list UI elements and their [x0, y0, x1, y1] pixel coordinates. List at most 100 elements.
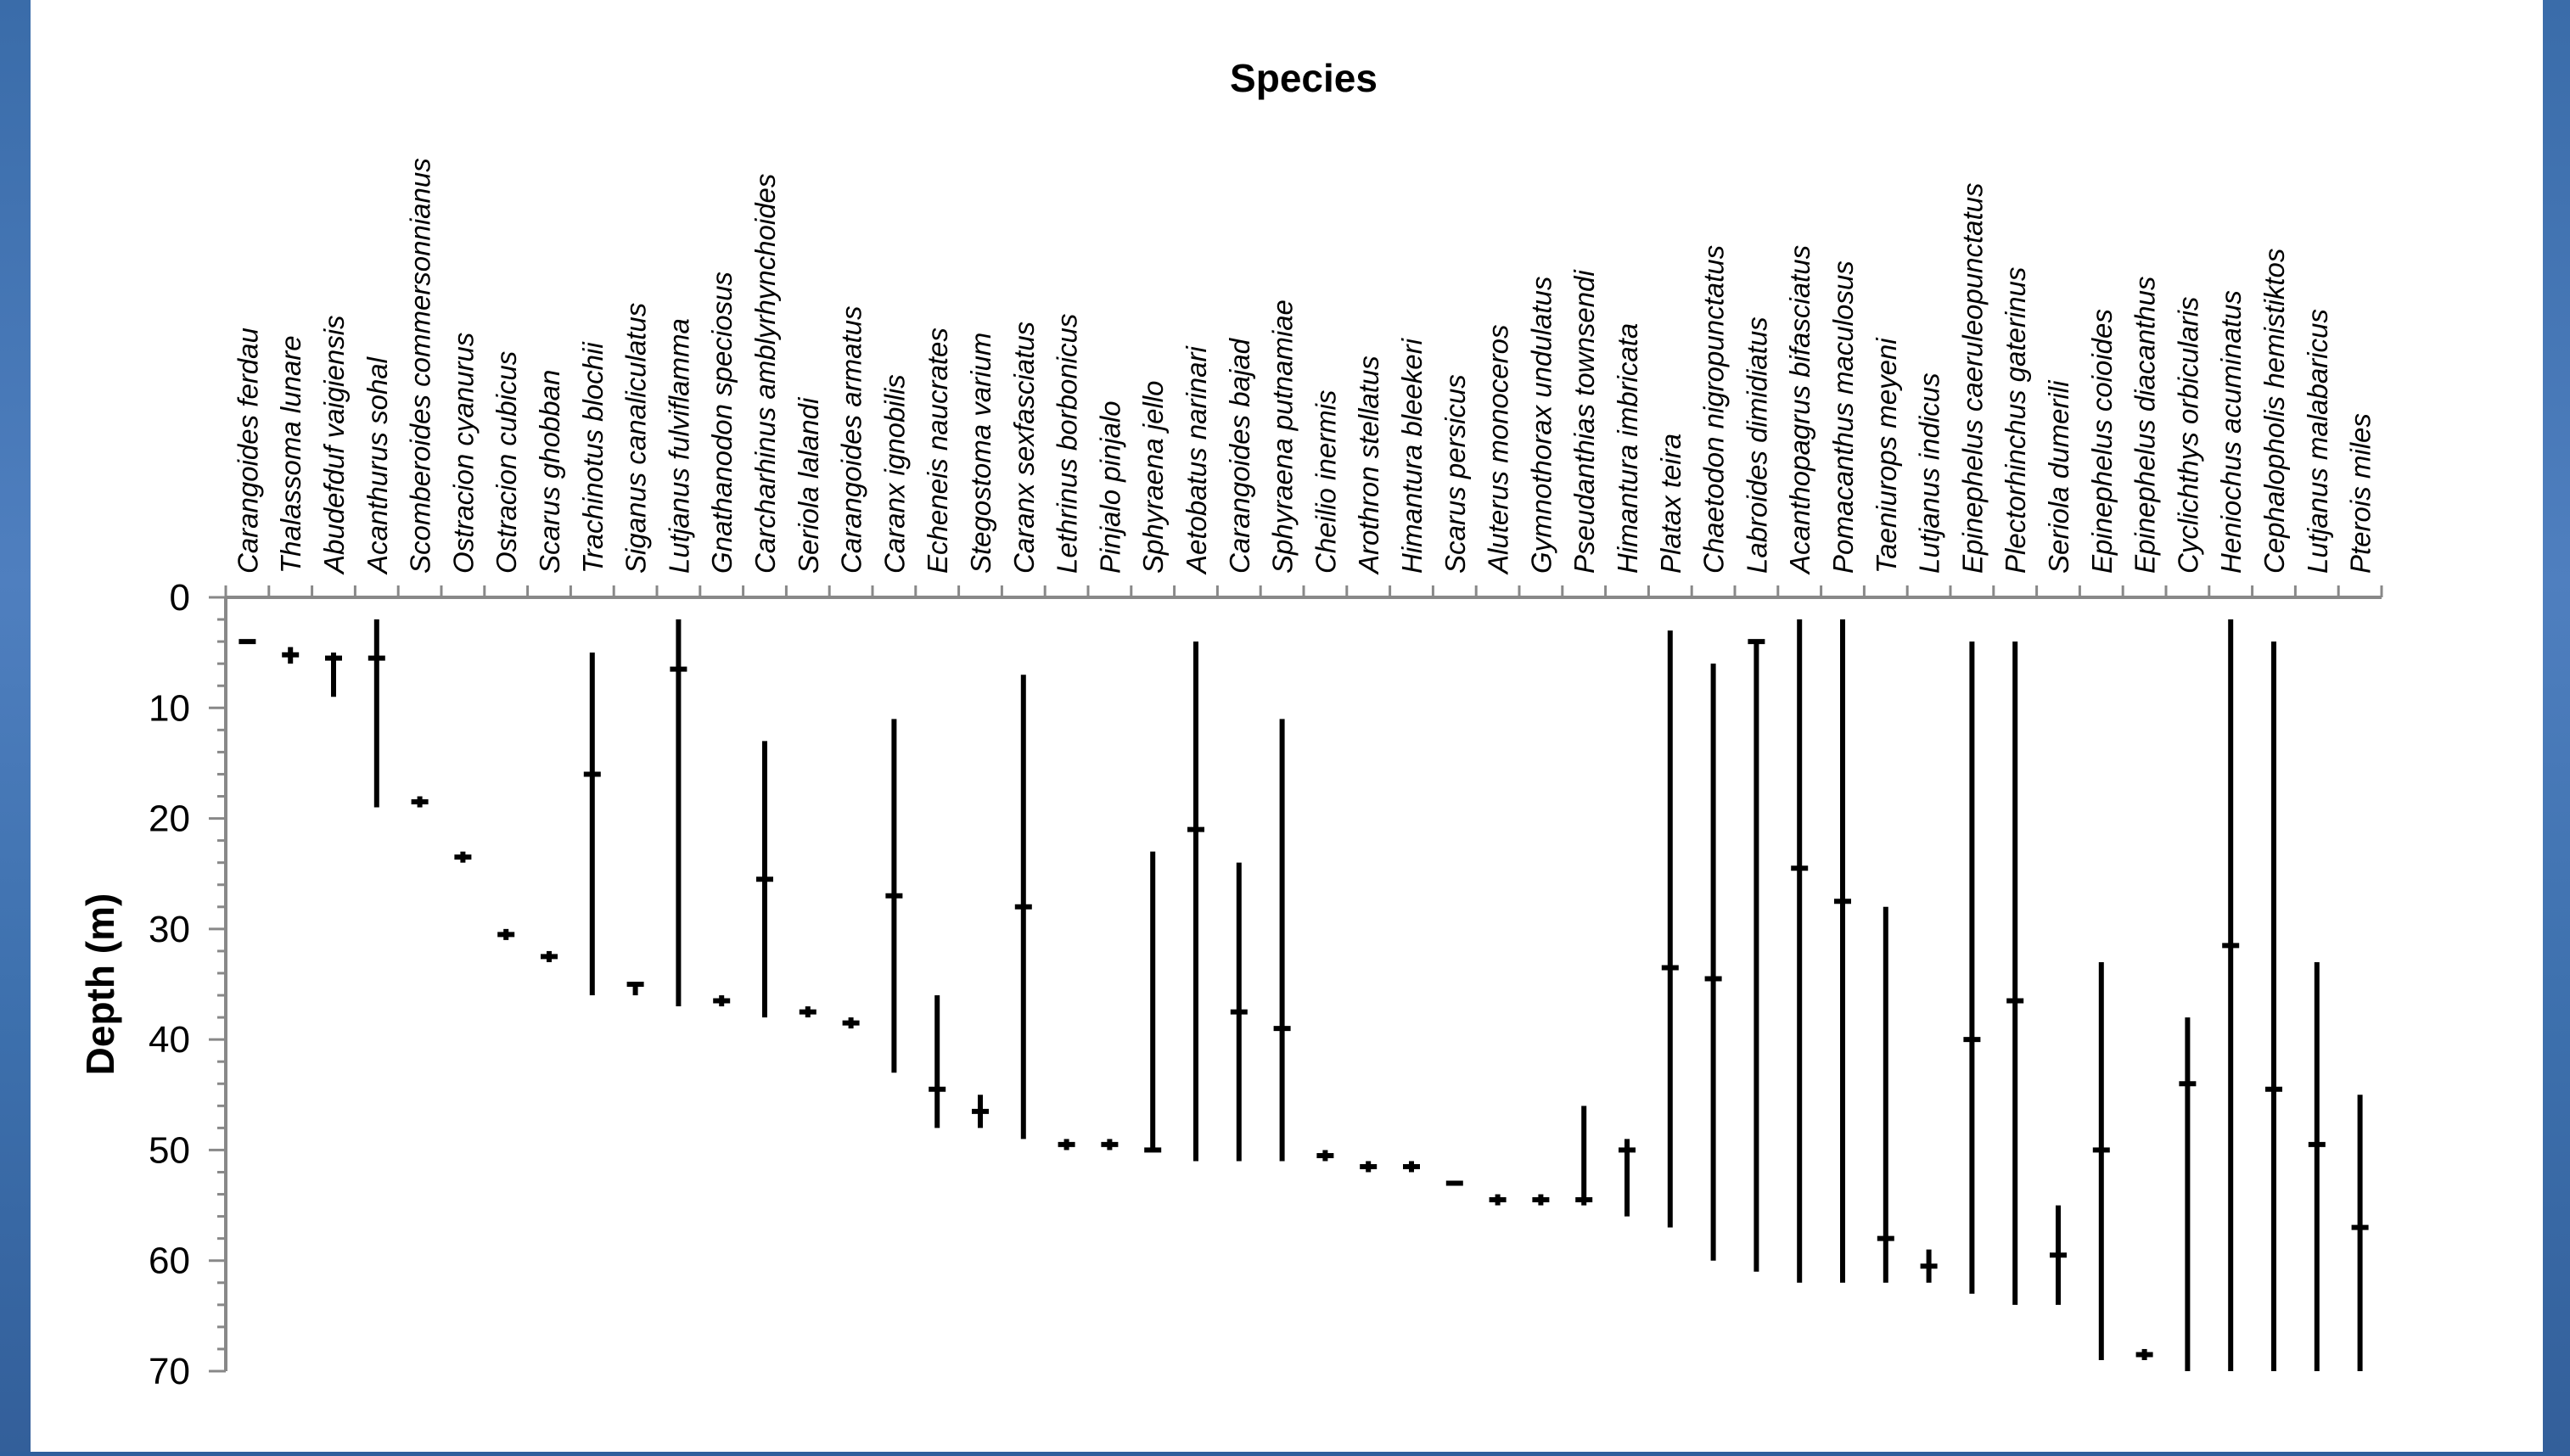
- species-label: Chaetodon nigropunctatus: [1698, 245, 1730, 574]
- species-range: [756, 741, 773, 1018]
- species-label: Plectorhinchus gaterinus: [2000, 267, 2031, 574]
- species-range: [1575, 1106, 1593, 1206]
- species-range: [1532, 1194, 1550, 1206]
- species-range: [583, 652, 601, 996]
- species-range: [1920, 1249, 1938, 1283]
- species-label: Carangoides ferdau: [232, 328, 263, 574]
- species-range: [1791, 619, 1809, 1283]
- species-label: Lutjanus fulviflamma: [663, 318, 694, 574]
- species-label: Acanthopagrus bifasciatus: [1784, 245, 1815, 575]
- species-range: [2135, 1348, 2153, 1360]
- species-range: [2006, 641, 2024, 1305]
- species-label: Pterois miles: [2345, 413, 2376, 574]
- species-range: [2050, 1205, 2067, 1305]
- species-range: [1403, 1161, 1420, 1173]
- species-label: Echeneis naucrates: [922, 328, 953, 574]
- species-label: Pseudanthias townsendi: [1568, 269, 1600, 574]
- species-label: Lutjanus indicus: [1914, 372, 1945, 574]
- species-range: [1834, 619, 1851, 1283]
- species-label: Ostracion cyanurus: [447, 333, 479, 574]
- species-range: [2351, 1095, 2369, 1371]
- y-tick-label: 30: [149, 909, 190, 950]
- species-range: [626, 982, 644, 996]
- y-axis-label: Depth (m): [78, 893, 122, 1076]
- species-label: Platax teira: [1655, 434, 1686, 574]
- species-range: [454, 851, 472, 863]
- species-label: Pinjalo pinjalo: [1094, 400, 1125, 574]
- species-label: Sphyraena jello: [1137, 381, 1169, 574]
- species-labels: Carangoides ferdau Thalassoma lunare Abude…: [232, 158, 2376, 575]
- right-background-strip: [2543, 0, 2570, 1452]
- species-label: Gnathanodon speciosus: [706, 272, 738, 574]
- species-range: [1316, 1150, 1334, 1162]
- species-range: [1963, 641, 1981, 1294]
- species-label: Caranx sexfasciatus: [1008, 322, 1040, 574]
- y-tick-label: 40: [149, 1019, 190, 1061]
- species-range: [972, 1095, 989, 1128]
- species-range: [1489, 1194, 1507, 1206]
- species-label: Epinephelus diacanthus: [2130, 277, 2161, 574]
- species-range: [325, 652, 342, 697]
- y-tick-label: 10: [149, 687, 190, 729]
- species-range: [282, 647, 300, 664]
- species-label: Scomberoides commersonnianus: [405, 158, 436, 574]
- species-label: Siganus canaliculatus: [620, 303, 652, 574]
- species-label: Cyclichthys orbicularis: [2172, 297, 2203, 574]
- species-label: Carcharhinus amblyrhynchoides: [749, 174, 781, 574]
- y-tick-label: 0: [170, 577, 190, 619]
- species-label: Himantura bleekeri: [1396, 337, 1428, 574]
- species-label: Heniochus acuminatus: [2215, 290, 2247, 574]
- species-label: Gymnothorax undulatus: [1525, 277, 1557, 574]
- species-range: [1230, 862, 1248, 1162]
- species-range: [368, 619, 385, 808]
- species-label: Lutjanus malabaricus: [2302, 309, 2333, 574]
- species-label: Stegostoma varium: [965, 333, 996, 574]
- y-tick-label: 70: [149, 1351, 190, 1392]
- species-range: [1144, 851, 1162, 1153]
- species-label: Trachinotus blochii: [577, 341, 609, 574]
- species-label: Taeniurops meyeni: [1871, 337, 1902, 574]
- species-range: [1273, 719, 1291, 1162]
- species-label: Thalassoma lunare: [275, 335, 306, 574]
- axes: [209, 585, 2383, 1373]
- species-range: [1619, 1139, 1636, 1217]
- species-range: [885, 719, 903, 1073]
- species-range: [1101, 1139, 1119, 1151]
- y-tick-label: 20: [149, 798, 190, 840]
- species-label: Aluterus monoceros: [1483, 325, 1514, 575]
- depth-range-chart: Species Depth (m) 0 10 20 30 40 50 60 70 Carang…: [78, 56, 2383, 1392]
- species-range: [497, 928, 515, 940]
- species-range: [411, 796, 429, 808]
- species-label: Himantura imbricata: [1612, 323, 1643, 574]
- species-range: [1704, 664, 1722, 1261]
- species-label: Carangoides armatus: [836, 306, 867, 574]
- species-label: Carangoides bajad: [1224, 337, 1255, 574]
- species-label: Pomacanthus maculosus: [1827, 260, 1859, 574]
- species-label: Scarus ghobban: [534, 370, 565, 574]
- species-label: Ostracion cubicus: [491, 351, 522, 574]
- species-range: [1877, 906, 1894, 1283]
- species-range: [842, 1017, 860, 1029]
- species-label: Abudefduf vaigiensis: [318, 315, 350, 575]
- species-range: [713, 995, 731, 1007]
- left-background-strip: [0, 0, 31, 1452]
- species-label: Cephalopholis hemistiktos: [2259, 249, 2290, 574]
- chart-panel: Species Depth (m) 0 10 20 30 40 50 60 70 Carang…: [31, 0, 2543, 1452]
- depth-range-bars: [238, 619, 2369, 1371]
- chart-title: Species: [1230, 56, 1378, 100]
- species-label: Arothron stellatus: [1353, 356, 1384, 575]
- species-range: [2308, 961, 2326, 1371]
- species-label: Aetobatus narinari: [1181, 344, 1212, 575]
- species-range: [1058, 1139, 1075, 1151]
- species-label: Labroides dimidiatus: [1741, 316, 1772, 574]
- species-range: [2265, 641, 2282, 1371]
- species-label: Epinephelus coioides: [2086, 309, 2118, 574]
- species-range: [2179, 1017, 2197, 1371]
- species-range: [929, 995, 946, 1128]
- species-range: [1360, 1161, 1378, 1173]
- species-range: [1014, 675, 1032, 1140]
- species-range: [1187, 641, 1204, 1162]
- species-range: [1748, 639, 1765, 1272]
- species-range: [1661, 630, 1679, 1228]
- y-tick-labels: 0 10 20 30 40 50 60 70: [149, 577, 190, 1392]
